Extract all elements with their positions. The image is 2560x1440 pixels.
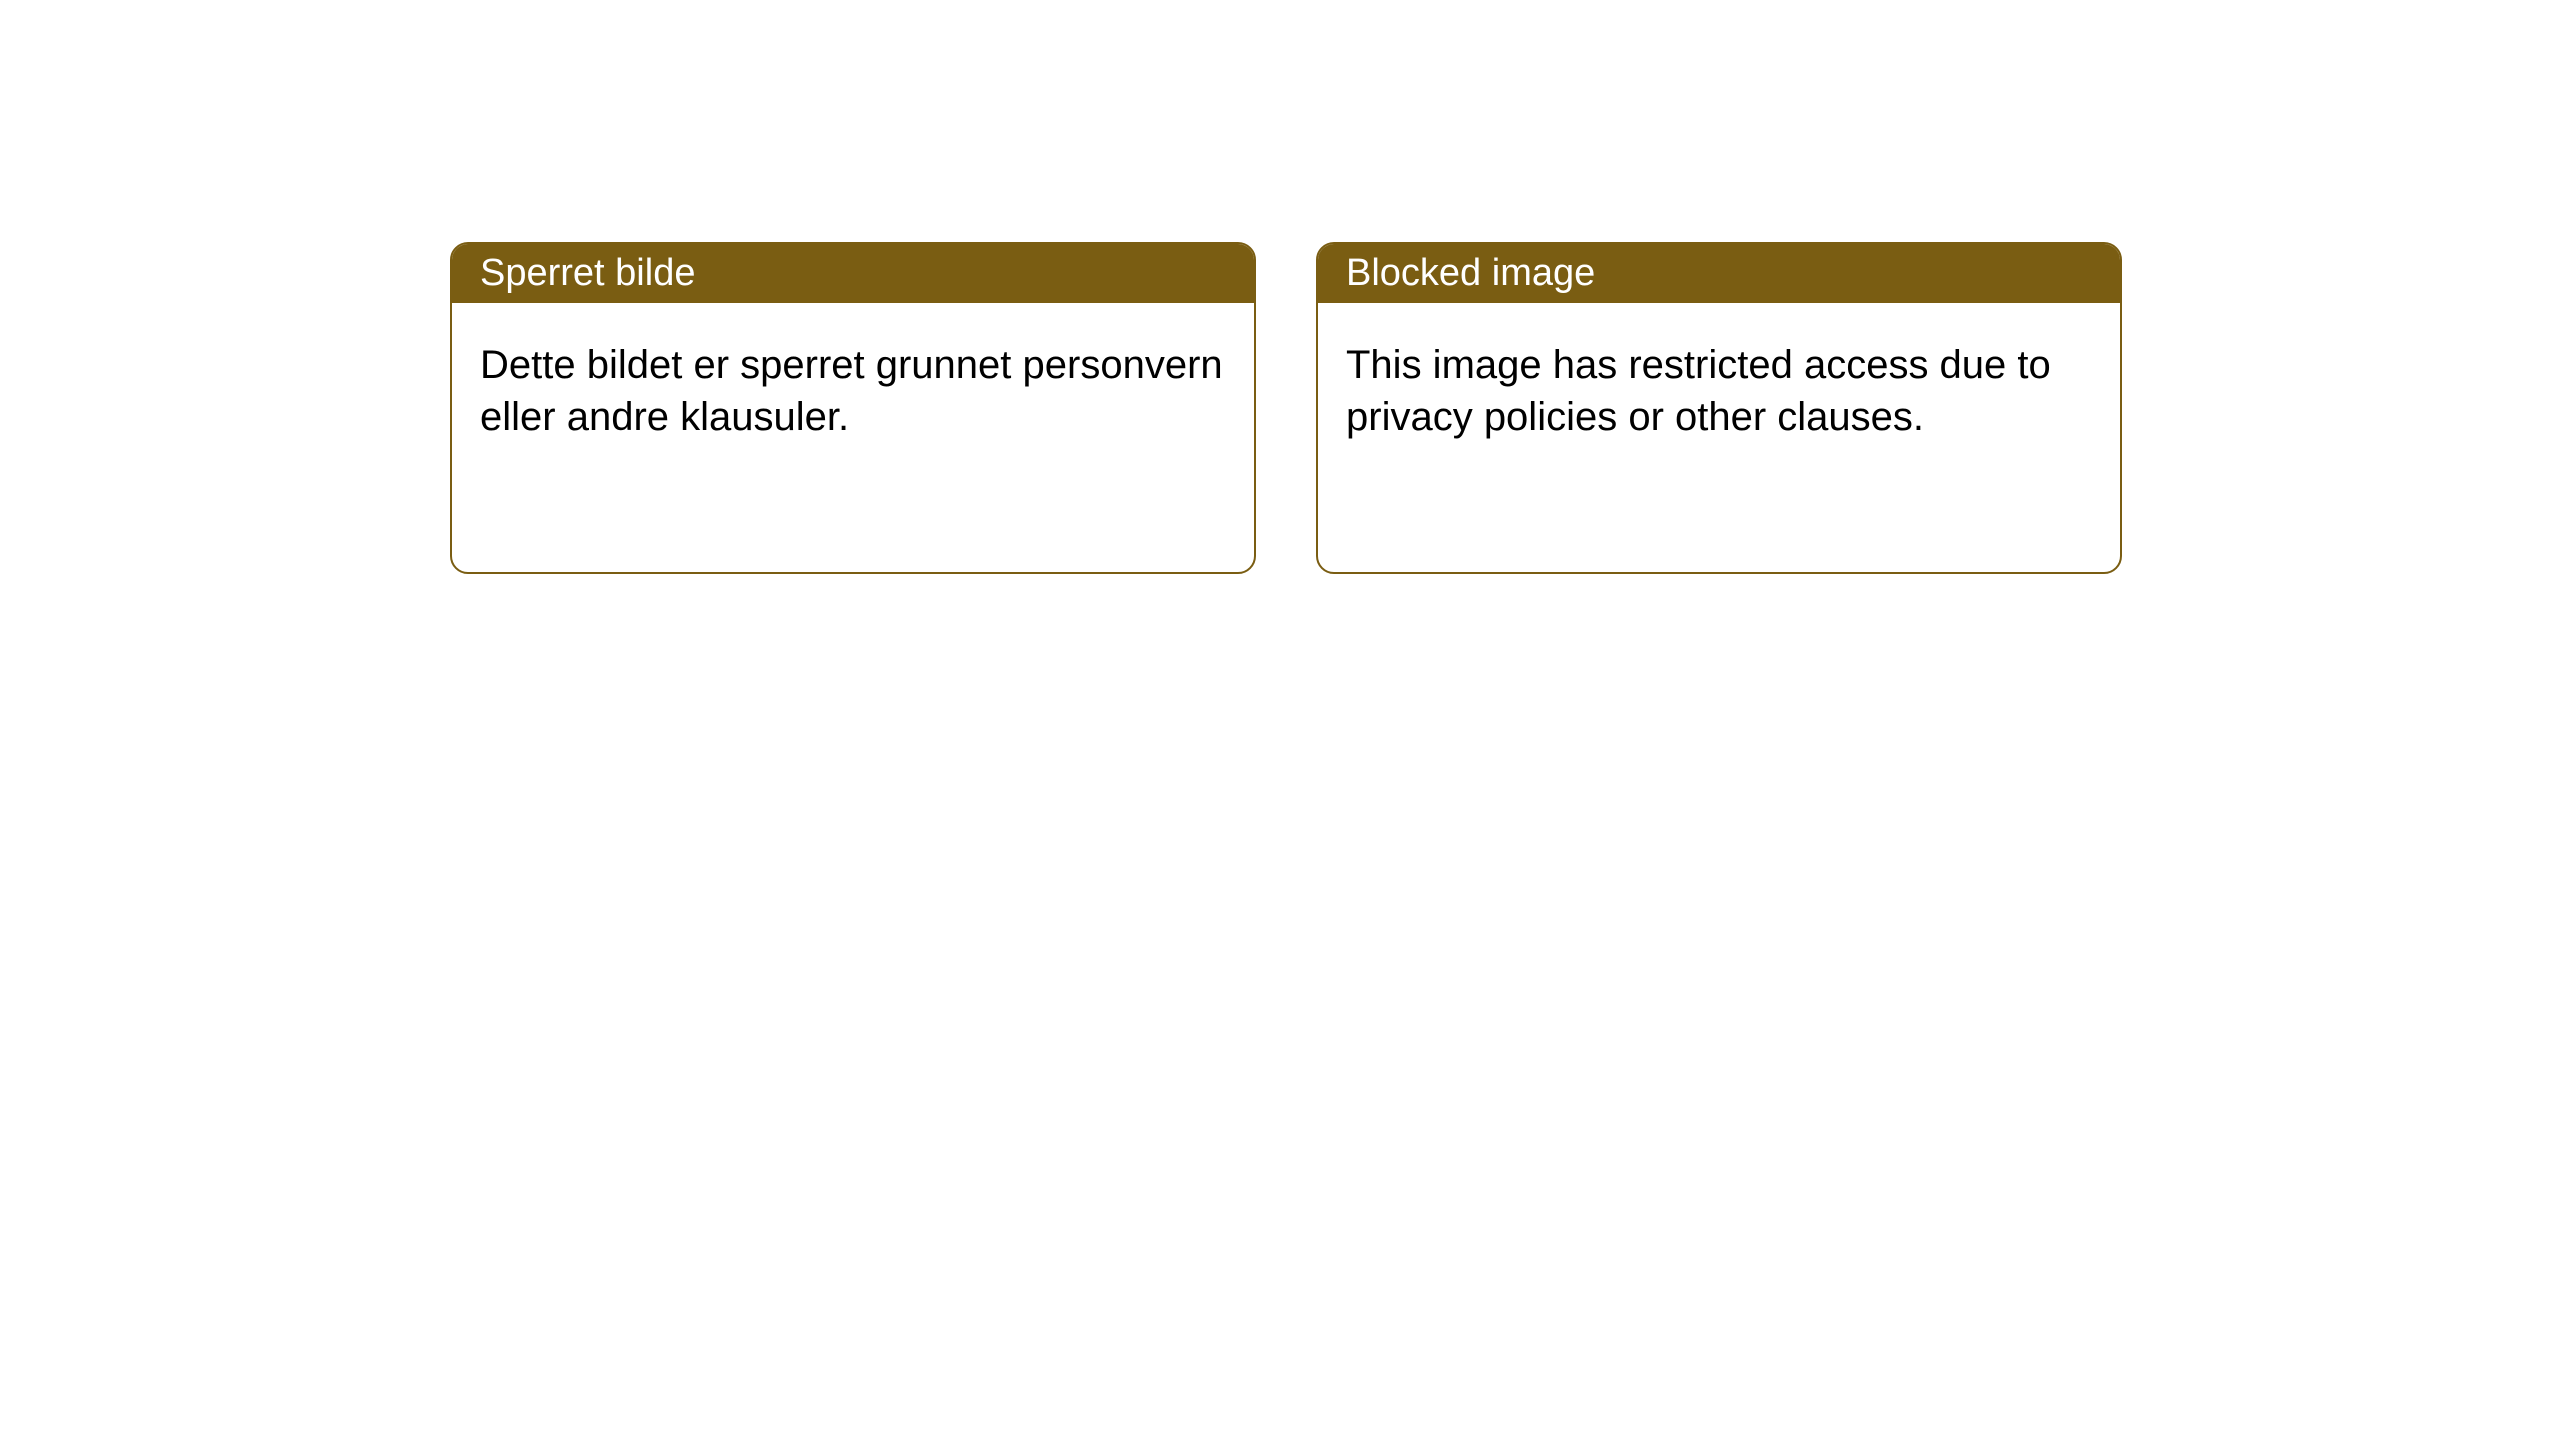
card-header: Blocked image [1318,244,2120,303]
card-title: Sperret bilde [480,252,695,294]
card-header: Sperret bilde [452,244,1254,303]
notice-cards-container: Sperret bilde Dette bildet er sperret gr… [450,242,2122,574]
card-body-text: Dette bildet er sperret grunnet personve… [480,343,1223,439]
notice-card-english: Blocked image This image has restricted … [1316,242,2122,574]
card-body: Dette bildet er sperret grunnet personve… [452,303,1254,479]
card-body: This image has restricted access due to … [1318,303,2120,479]
card-body-text: This image has restricted access due to … [1346,343,2051,439]
card-title: Blocked image [1346,252,1595,294]
notice-card-norwegian: Sperret bilde Dette bildet er sperret gr… [450,242,1256,574]
